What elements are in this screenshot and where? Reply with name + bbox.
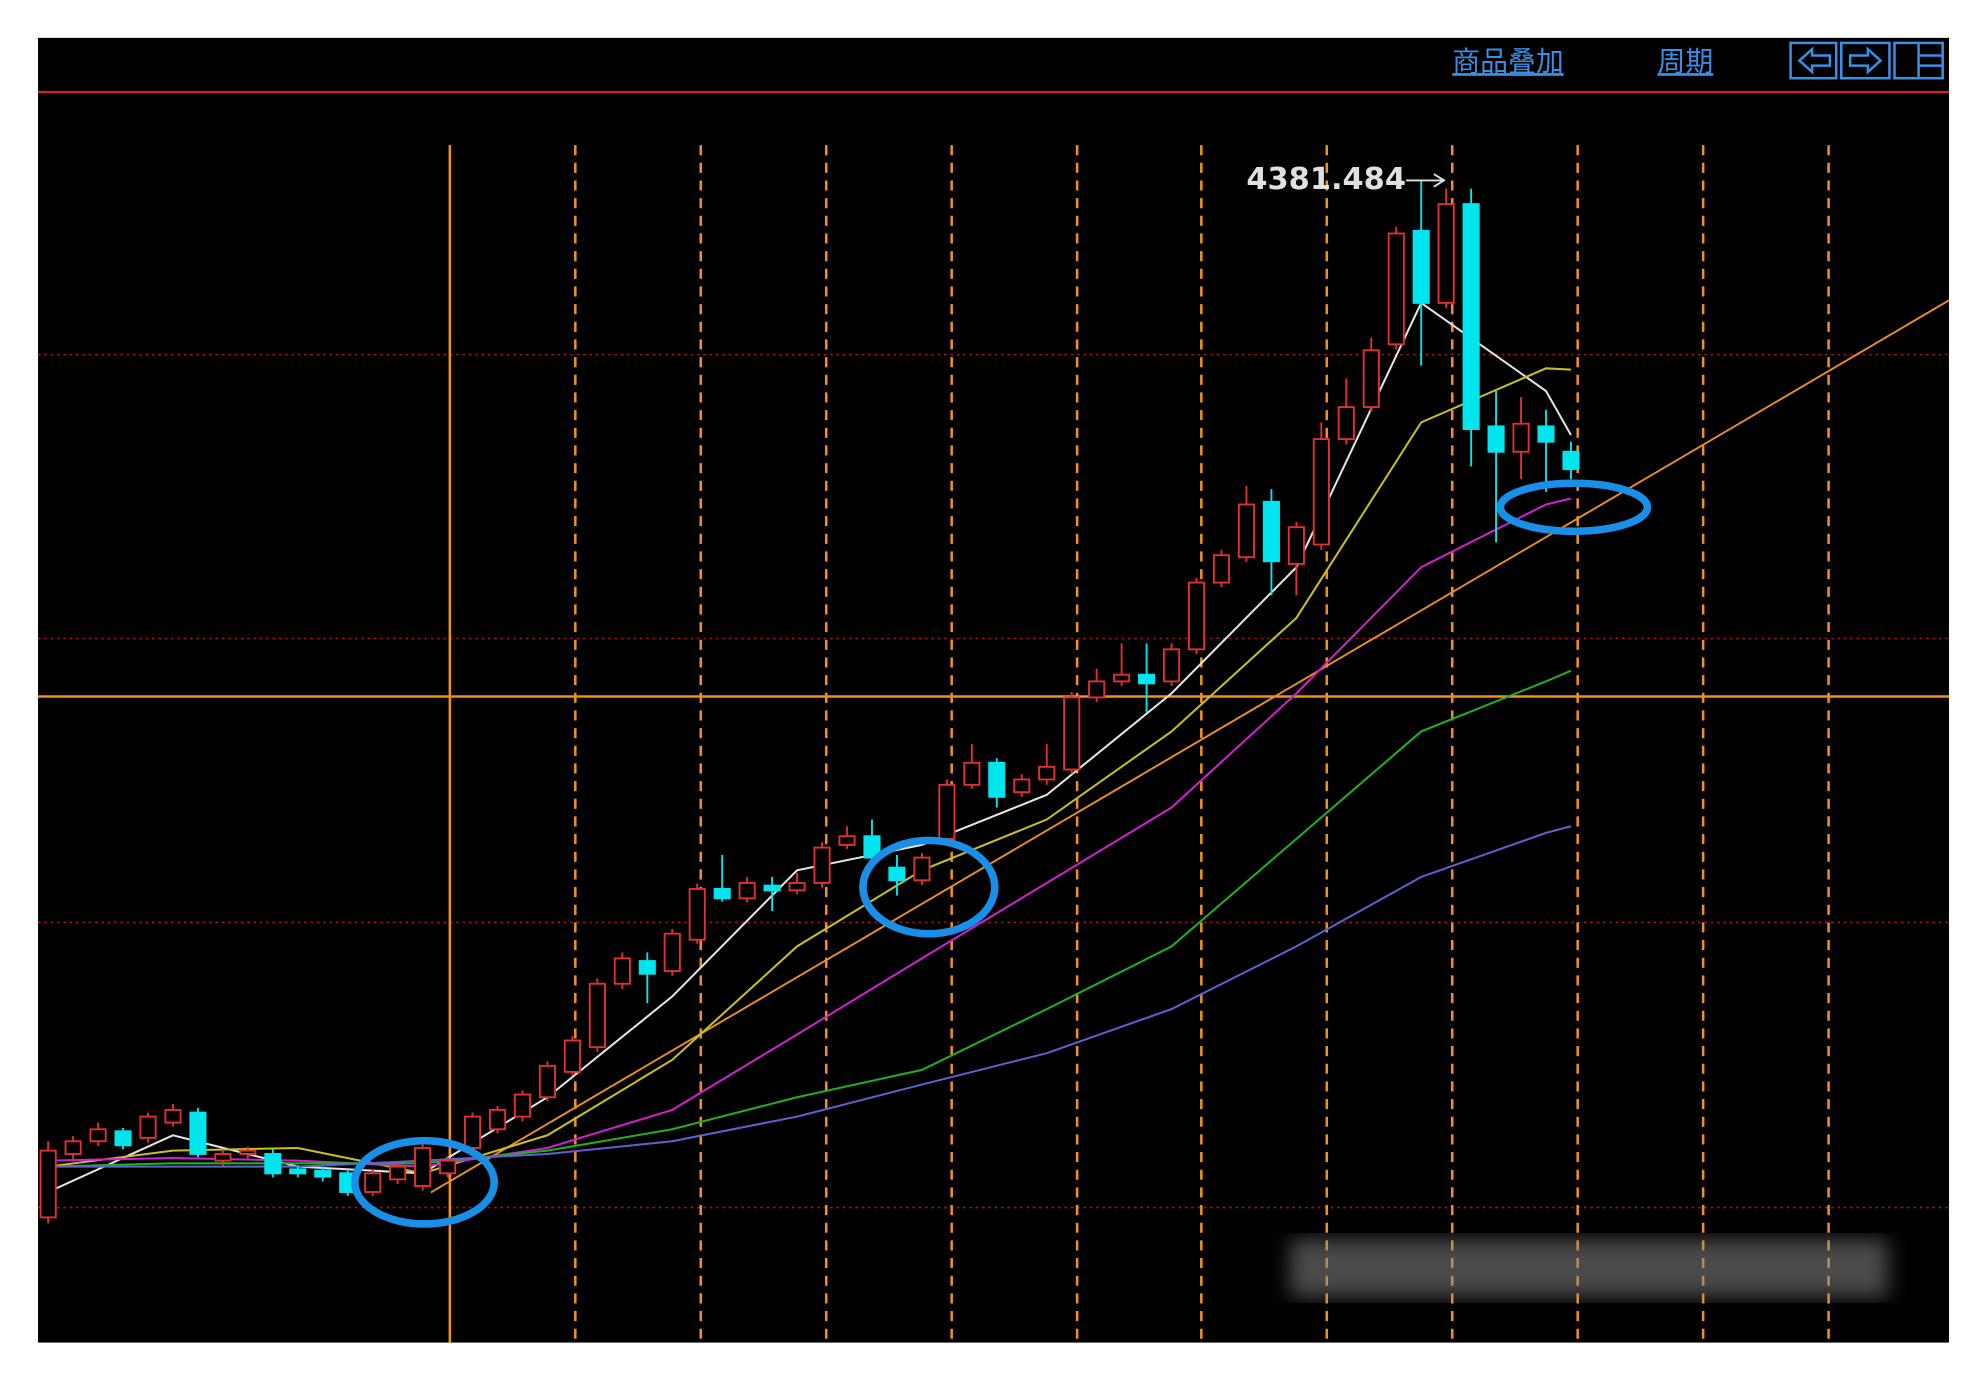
highlight — [859, 836, 999, 938]
candle-body — [89, 1128, 107, 1143]
plot: 4381.484 — [39, 162, 1580, 1224]
candle-body — [863, 835, 881, 859]
highlight — [351, 1136, 499, 1228]
candle-body — [913, 856, 931, 882]
candle-body — [1312, 438, 1330, 546]
candle-body — [1088, 680, 1106, 699]
candle-body — [64, 1140, 82, 1155]
candle-body — [1512, 422, 1530, 453]
candle-body — [1038, 765, 1056, 781]
candle-body — [314, 1169, 332, 1178]
moving-average — [48, 825, 1572, 1168]
candle-body — [763, 884, 781, 892]
moving-average — [48, 497, 1572, 1168]
nav-icons — [1789, 41, 1944, 80]
period-button[interactable]: 周期 — [1658, 45, 1714, 78]
candle-body — [1237, 503, 1255, 559]
candle-body — [713, 888, 731, 900]
candle-body — [114, 1130, 132, 1147]
candle-body — [439, 1159, 457, 1175]
blurred-watermark — [1290, 1239, 1889, 1298]
candle-body — [613, 957, 631, 985]
candle-body — [289, 1168, 307, 1175]
candle-body — [1437, 203, 1455, 304]
candle-body — [788, 882, 806, 892]
layout-icon — [1917, 42, 1943, 79]
candle-body — [364, 1172, 382, 1193]
candle-body — [1487, 425, 1505, 453]
candle-body — [1013, 778, 1031, 794]
highlight — [1496, 479, 1652, 536]
candle-body — [463, 1115, 482, 1149]
highlight-circles — [351, 479, 1652, 1228]
candle-body — [1187, 581, 1206, 651]
candle-body — [389, 1165, 407, 1181]
chart-background — [38, 37, 1949, 1343]
overlay-button[interactable]: 商品叠加 — [1452, 45, 1563, 78]
candle-body — [513, 1093, 532, 1118]
moving-average — [47, 301, 1572, 1193]
left-arrow — [1797, 46, 1832, 75]
candle-body — [588, 982, 606, 1049]
candle-body — [1562, 450, 1580, 471]
candle-body — [1287, 526, 1305, 565]
candle-body — [189, 1111, 207, 1155]
candle-body — [414, 1147, 432, 1187]
candle-body — [638, 960, 656, 975]
candle-body — [813, 846, 831, 884]
candle-body — [663, 932, 681, 973]
candle-body — [264, 1153, 282, 1175]
candle-body — [938, 783, 956, 840]
right-button[interactable] — [1840, 41, 1891, 80]
candle-body — [563, 1039, 581, 1073]
candle-body — [1462, 203, 1480, 431]
moving-average — [48, 367, 1572, 1175]
candle-body — [1387, 232, 1405, 346]
candle-body — [1537, 425, 1555, 443]
candle-body — [39, 1149, 57, 1219]
candle-body — [214, 1153, 232, 1162]
candle-body — [888, 866, 906, 882]
candle-body — [963, 761, 981, 786]
candle-body — [738, 882, 756, 900]
peak-arrow — [1405, 173, 1446, 188]
candle-body — [1412, 229, 1430, 304]
candle-body — [164, 1108, 182, 1124]
candle-body — [239, 1149, 257, 1155]
candle-body — [538, 1064, 556, 1099]
moving-average — [48, 669, 1572, 1168]
candle-body — [1063, 696, 1081, 771]
candle-body — [688, 888, 706, 941]
candle-body — [1262, 500, 1280, 563]
grid-horizontal — [38, 353, 1949, 1209]
candle-body — [1113, 673, 1131, 683]
trend-line — [430, 299, 1950, 1194]
candle-body — [988, 761, 1006, 798]
grid-vertical — [574, 145, 1830, 1343]
candle-body — [1162, 648, 1181, 683]
candle-body — [1337, 406, 1355, 441]
left-button[interactable] — [1789, 41, 1838, 80]
candle-body — [1362, 349, 1380, 408]
candle-body — [488, 1108, 507, 1131]
candle-body — [139, 1115, 157, 1139]
right-arrow — [1848, 46, 1883, 75]
peak-label: 4381.484 — [1246, 162, 1406, 197]
candle-body — [1212, 554, 1231, 584]
candle-body — [1138, 673, 1156, 685]
candle-body — [838, 835, 856, 846]
